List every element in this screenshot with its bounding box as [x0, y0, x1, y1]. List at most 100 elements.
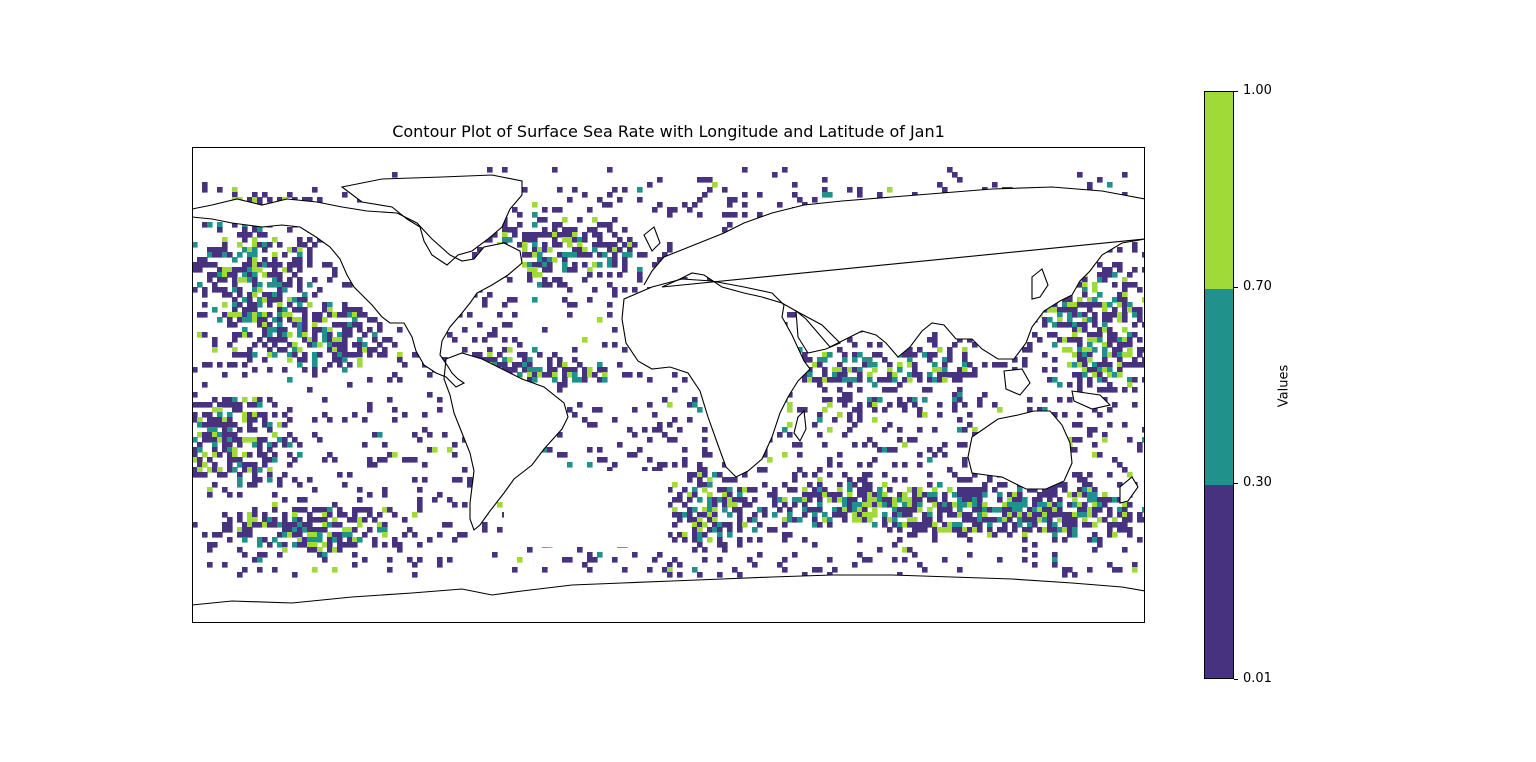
contour-cell: [217, 277, 223, 283]
contour-cell: [472, 252, 478, 258]
contour-cell: [1062, 307, 1068, 313]
contour-cell: [202, 362, 208, 368]
contour-cell: [1052, 532, 1058, 538]
contour-cell: [1062, 527, 1068, 533]
contour-cell: [637, 197, 643, 203]
contour-cell: [962, 427, 968, 433]
contour-cell: [677, 517, 683, 523]
contour-cell: [237, 287, 243, 293]
contour-cell: [937, 347, 943, 353]
contour-cell: [507, 297, 513, 303]
contour-cell: [1002, 502, 1008, 508]
contour-cell: [397, 327, 403, 333]
contour-cell: [292, 352, 298, 358]
contour-cell: [847, 507, 853, 513]
contour-cell: [192, 367, 198, 373]
contour-cell: [917, 497, 923, 503]
contour-cell: [227, 517, 233, 523]
contour-cell: [367, 377, 373, 383]
contour-cell: [1077, 512, 1083, 518]
contour-cell: [957, 567, 963, 573]
contour-cell: [1047, 487, 1053, 493]
contour-cell: [817, 507, 823, 513]
contour-cell: [357, 537, 363, 543]
contour-cell: [387, 567, 393, 573]
contour-cell: [247, 267, 253, 273]
contour-cell: [1097, 497, 1103, 503]
contour-cell: [607, 227, 613, 233]
contour-cell: [1047, 517, 1053, 523]
contour-cell: [782, 537, 788, 543]
contour-cell: [592, 217, 598, 223]
colorbar-label: Values: [1276, 364, 1292, 408]
contour-cell: [1062, 482, 1068, 488]
contour-cell: [707, 187, 713, 193]
contour-cell: [577, 402, 583, 408]
contour-cell: [682, 532, 688, 538]
contour-cell: [1067, 302, 1073, 308]
contour-cell: [1032, 332, 1038, 338]
contour-cell: [342, 327, 348, 333]
contour-cell: [237, 462, 243, 468]
contour-cell: [852, 497, 858, 503]
contour-cell: [272, 537, 278, 543]
contour-cell: [422, 412, 428, 418]
contour-cell: [297, 322, 303, 328]
contour-cell: [377, 327, 383, 333]
contour-cell: [667, 562, 673, 568]
contour-cell: [382, 542, 388, 548]
contour-cell: [252, 462, 258, 468]
contour-cell: [1012, 512, 1018, 518]
contour-cell: [292, 527, 298, 533]
contour-cell: [1002, 522, 1008, 528]
contour-cell: [722, 212, 728, 218]
contour-cell: [1052, 322, 1058, 328]
contour-cell: [242, 262, 248, 268]
contour-cell: [632, 242, 638, 248]
contour-cell: [647, 567, 653, 573]
contour-cell: [792, 497, 798, 503]
contour-cell: [937, 182, 943, 188]
contour-cell: [907, 357, 913, 363]
contour-cell: [852, 422, 858, 428]
contour-cell: [262, 297, 268, 303]
contour-cell: [612, 292, 618, 298]
contour-cell: [737, 487, 743, 493]
contour-cell: [597, 447, 603, 453]
contour-cell: [532, 377, 538, 383]
contour-cell: [242, 297, 248, 303]
contour-cell: [762, 482, 768, 488]
contour-cell: [862, 487, 868, 493]
contour-cell: [247, 252, 253, 258]
contour-cell: [847, 337, 853, 343]
contour-cell: [707, 497, 713, 503]
contour-cell: [742, 497, 748, 503]
contour-cell: [902, 462, 908, 468]
contour-cell: [232, 337, 238, 343]
contour-cell: [797, 467, 803, 473]
contour-cell: [1072, 327, 1078, 333]
contour-cell: [367, 507, 373, 513]
contour-cell: [242, 327, 248, 333]
contour-cell: [1117, 347, 1123, 353]
contour-cell: [767, 492, 773, 498]
contour-cell: [417, 557, 423, 563]
contour-cell: [482, 302, 488, 308]
contour-cell: [322, 327, 328, 333]
contour-cell: [262, 342, 268, 348]
contour-cell: [1012, 527, 1018, 533]
contour-cell: [1062, 512, 1068, 518]
contour-cell: [982, 492, 988, 498]
contour-cell: [207, 487, 213, 493]
contour-cell: [1117, 367, 1123, 373]
contour-cell: [687, 512, 693, 518]
contour-cell: [262, 192, 268, 198]
contour-cell: [307, 342, 313, 348]
contour-cell: [292, 247, 298, 253]
contour-cell: [597, 317, 603, 323]
contour-cell: [967, 517, 973, 523]
contour-cell: [362, 417, 368, 423]
contour-cell: [737, 527, 743, 533]
contour-cell: [247, 332, 253, 338]
contour-cell: [937, 412, 943, 418]
